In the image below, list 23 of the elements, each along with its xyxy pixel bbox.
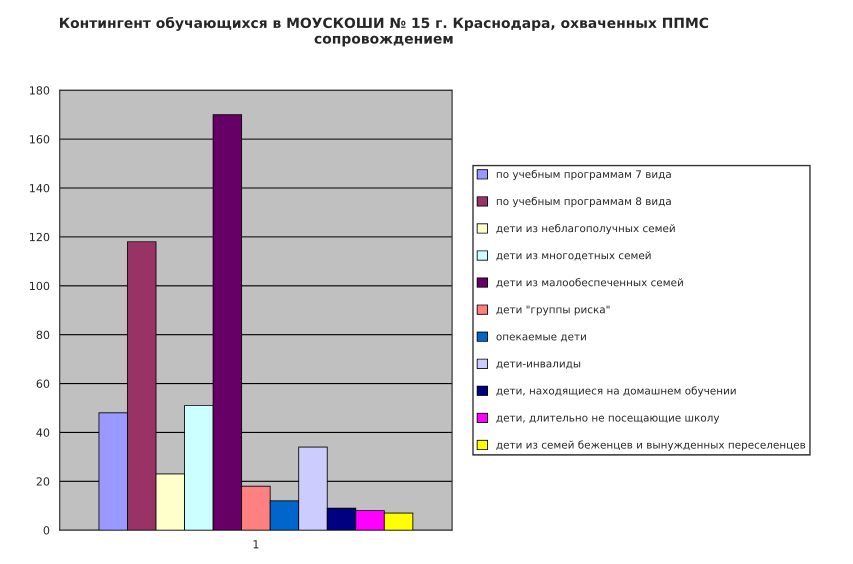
- y-tick-label: 120: [30, 232, 50, 242]
- legend-label: дети, длительно не посещающие школу: [496, 416, 720, 424]
- y-tick-label: 160: [30, 135, 50, 144]
- legend-label: дети из малообеспеченных семей: [496, 278, 683, 288]
- y-tick-label: 140: [30, 184, 50, 192]
- legend-label: опекаемые дети: [496, 334, 586, 342]
- y-tick-label: 60: [36, 379, 50, 388]
- y-tick-label: 100: [30, 282, 50, 290]
- y-tick-label: 80: [36, 330, 50, 340]
- legend-label: дети "группы риска": [496, 306, 610, 316]
- y-tick-label: 180: [30, 86, 50, 95]
- legend-label: дети из семей беженцев и вынужденных переселенцев: [496, 440, 806, 451]
- y-tick-label: 20: [36, 477, 50, 486]
- legend-label: по учебным программам 7 вида: [496, 170, 671, 180]
- legend-label: дети-инвалиды: [496, 362, 580, 369]
- y-tick-label: 40: [36, 428, 50, 437]
- legend-label: дети, находящиеся на домашнем обучении: [496, 386, 736, 397]
- legend-label: по учебным программам 8 вида: [496, 196, 671, 208]
- legend-label: дети из многодетных семей: [496, 251, 651, 261]
- y-tick-label: 0: [44, 526, 50, 535]
- chart-title: Контингент обучающихся в МОУСКОШИ № 15 г. Краснодара, охваченных ППМС сопровождением: [60, 16, 708, 46]
- legend-label: дети из неблагополучных семей: [496, 224, 675, 234]
- x-tick-label: 1: [254, 540, 258, 548]
